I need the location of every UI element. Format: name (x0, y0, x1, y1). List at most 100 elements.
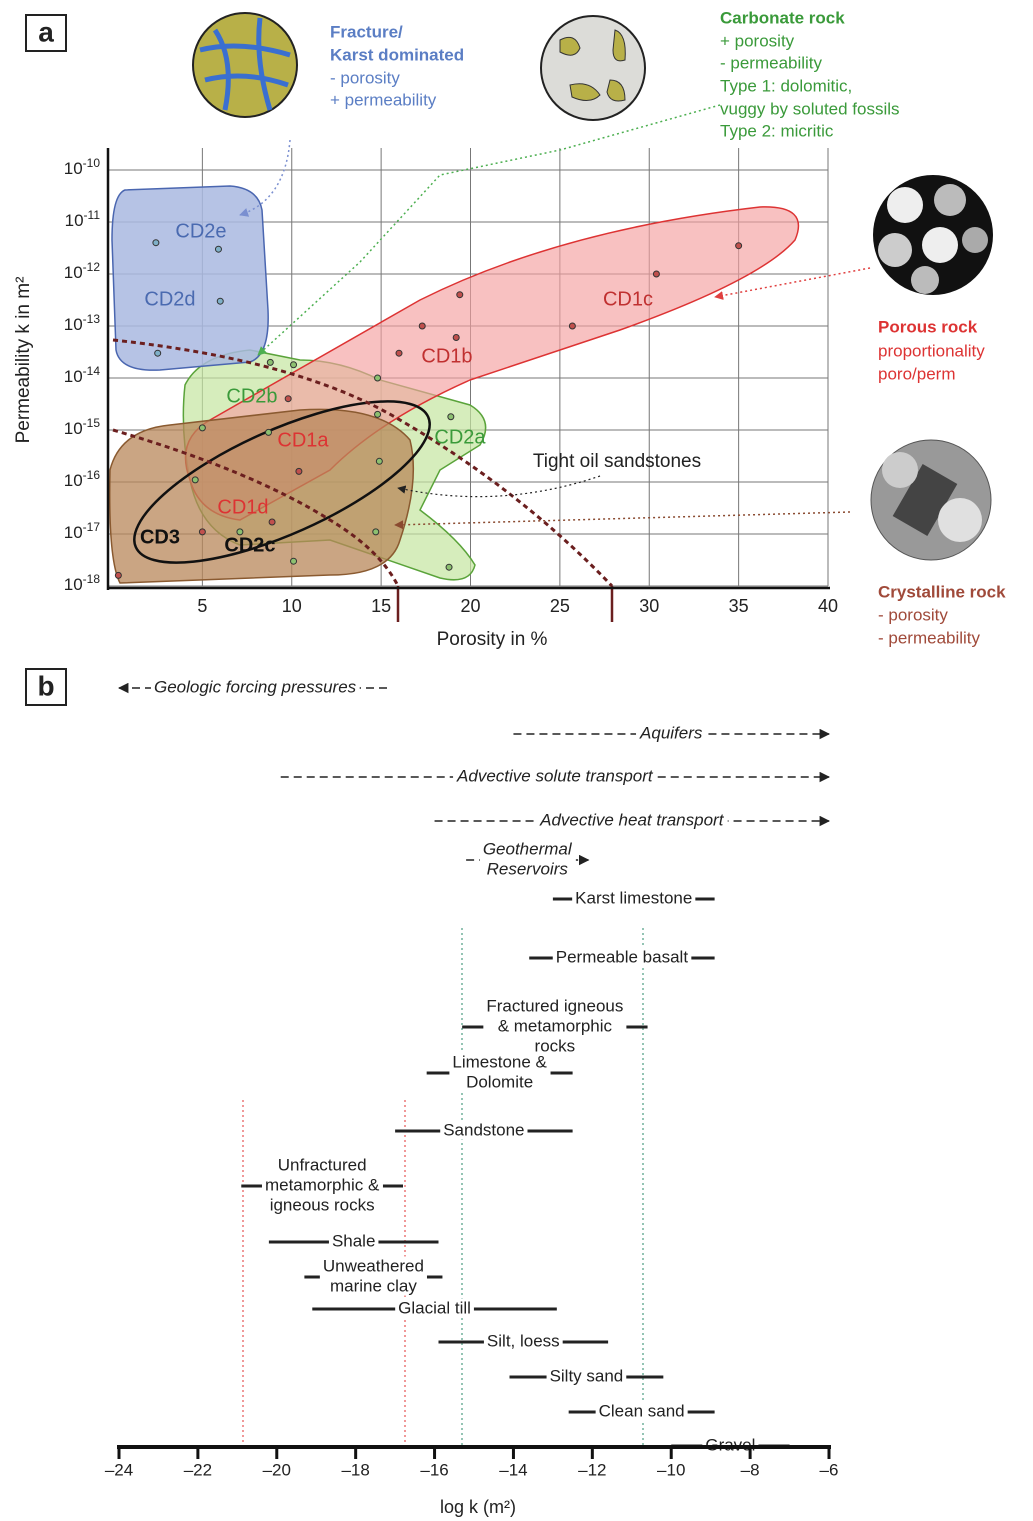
annotation: Karst dominated (330, 45, 464, 64)
data-point (214, 245, 222, 253)
boundary-curve (112, 428, 400, 587)
pointer (239, 139, 291, 217)
carbonate-illustration (540, 15, 646, 121)
region-label: CD1d (217, 496, 268, 518)
label-background (449, 1052, 551, 1092)
x-tick-label: –24 (105, 1460, 133, 1479)
x-tick-label: 30 (639, 596, 659, 616)
range-label: Limestone & (452, 1052, 547, 1071)
panel-label-box (25, 668, 67, 706)
x-tick-label: 15 (371, 596, 391, 616)
annotation: - permeability (878, 628, 981, 647)
data-point (374, 410, 382, 418)
annotation: Type 2: micritic (720, 121, 834, 140)
fracture-illustration (192, 12, 298, 118)
data-point (372, 528, 380, 536)
data-point (375, 457, 383, 465)
pointer (397, 475, 601, 498)
x-tick-label: 20 (460, 596, 480, 616)
y-tick-label: 10-11 (65, 208, 101, 230)
data-point (374, 374, 382, 382)
boundary-curve (112, 338, 614, 588)
range-bars: Geologic forcing pressures Aquifers Advect… (117, 677, 831, 1455)
label-background (328, 1231, 379, 1251)
x-tick-label: –22 (184, 1460, 212, 1479)
label-background (150, 677, 360, 697)
label-background (595, 1401, 688, 1421)
x-tick-label: 5 (197, 596, 207, 616)
region-label: CD2b (226, 385, 277, 407)
annotation: poro/perm (878, 364, 955, 383)
panel-label: b (37, 670, 54, 701)
annotation: - porosity (330, 68, 400, 87)
regions (108, 185, 800, 622)
range-label: Silty sand (550, 1366, 624, 1385)
range-label: Unfractured (278, 1155, 367, 1174)
label-background (453, 766, 657, 786)
data-point (284, 395, 292, 403)
range-label: Aquifers (639, 723, 703, 742)
data-point (290, 361, 298, 369)
porous-illustration (873, 175, 993, 295)
x-axis-label: Porosity in % (437, 629, 548, 650)
x-tick-label: –10 (657, 1460, 685, 1479)
range-label: rocks (535, 1036, 576, 1055)
region-label: CD2e (175, 220, 226, 242)
range-label: Silt, loess (487, 1331, 560, 1350)
y-tick-label: 10-14 (64, 364, 101, 386)
annotation: - permeability (720, 53, 823, 72)
label-background (483, 996, 627, 1056)
range-label: Gravel (705, 1435, 755, 1454)
range-label: Fractured igneous (486, 996, 623, 1015)
range-label: igneous rocks (270, 1195, 375, 1214)
x-tick-label: –20 (263, 1460, 291, 1479)
x-tick-label: –16 (420, 1460, 448, 1479)
y-tick-label: 10-18 (64, 572, 101, 594)
range-label: Advective heat transport (539, 810, 725, 829)
label-background (636, 723, 706, 743)
data-point (114, 571, 122, 579)
data-point (452, 334, 460, 342)
crystalline-illustration (870, 439, 992, 561)
data-point (236, 528, 244, 536)
label-background (572, 888, 696, 908)
data-point (295, 467, 303, 475)
region-label: CD2a (434, 426, 486, 448)
annotation: - porosity (878, 605, 948, 624)
y-tick-label: 10-16 (64, 468, 101, 490)
x-tick-label: –12 (578, 1460, 606, 1479)
data-point (418, 322, 426, 330)
annotation: Carbonate rock (720, 8, 845, 27)
range-label: Sandstone (443, 1120, 524, 1139)
x-tick-label: 25 (550, 596, 570, 616)
pointer (394, 511, 851, 530)
x-tick-label: –14 (499, 1460, 527, 1479)
data-point (265, 428, 273, 436)
label-background (546, 1366, 627, 1386)
label-background (395, 1298, 474, 1318)
range-label: Unweathered (323, 1256, 424, 1275)
annotation: + porosity (720, 31, 795, 50)
panel-label: a (38, 16, 54, 47)
x-tick-label: 35 (729, 596, 749, 616)
range-label: Glacial till (398, 1298, 471, 1317)
y-axis-label: Permeability k in m² (13, 277, 34, 444)
range-label: Shale (332, 1231, 375, 1250)
x-tick-label: –18 (341, 1460, 369, 1479)
y-tick-label: 10-12 (64, 260, 101, 282)
annotation: vuggy by soluted fossils (720, 99, 900, 118)
y-tick-label: 10-17 (64, 520, 101, 542)
range-label: Advective solute transport (456, 766, 654, 785)
x-axis-label: log k (m²) (440, 1497, 516, 1517)
data-point (198, 424, 206, 432)
data-point (395, 349, 403, 357)
region-label: CD1b (421, 345, 472, 367)
data-point (268, 518, 276, 526)
region-label: CD3 (140, 526, 180, 548)
range-label: Reservoirs (487, 859, 569, 878)
region-label: Tight oil sandstones (533, 451, 701, 472)
label-background (483, 1331, 563, 1351)
range-label: Geologic forcing pressures (154, 677, 357, 696)
data-point (154, 349, 162, 357)
